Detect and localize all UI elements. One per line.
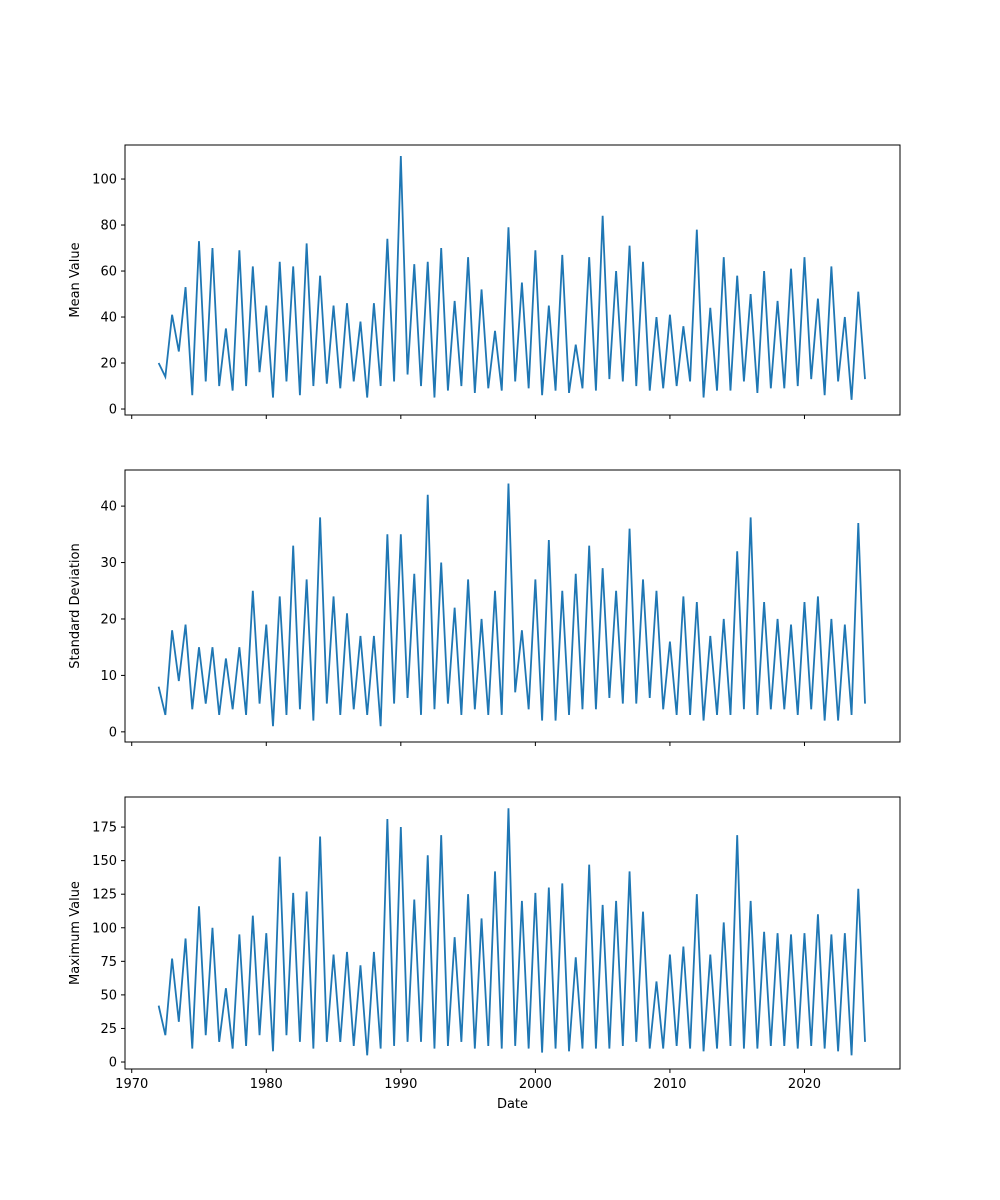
x-tick-label: 1970	[115, 1077, 148, 1092]
y-axis-label: Standard Deviation	[68, 543, 83, 668]
y-axis-label: Mean Value	[68, 242, 83, 317]
y-tick-label: 50	[100, 988, 117, 1003]
axes-frame	[124, 144, 901, 416]
y-tick-label: 25	[100, 1022, 117, 1037]
y-tick-label: 100	[92, 921, 117, 936]
y-tick-label: 0	[109, 1056, 117, 1071]
x-tick-label: 2000	[519, 1077, 552, 1092]
data-line	[157, 156, 866, 400]
x-tick-label: 1980	[250, 1077, 283, 1092]
y-tick-label: 20	[100, 612, 117, 627]
y-tick-label: 0	[109, 725, 117, 740]
data-line	[157, 483, 866, 727]
y-tick-label: 100	[92, 173, 117, 188]
y-tick-label: 10	[100, 669, 117, 684]
y-tick-label: 175	[92, 821, 117, 836]
y-axis-label: Maximum Value	[68, 881, 83, 985]
x-tick-label: 1990	[384, 1077, 417, 1092]
y-tick-label: 80	[100, 219, 117, 234]
y-tick-label: 60	[100, 265, 117, 280]
x-axis-label: Date	[497, 1097, 528, 1112]
y-tick-label: 75	[100, 955, 117, 970]
x-tick-label: 2020	[788, 1077, 821, 1092]
y-tick-label: 0	[109, 403, 117, 418]
axes-frame	[124, 469, 901, 743]
y-tick-label: 20	[100, 357, 117, 372]
axes-frame	[124, 796, 901, 1070]
data-line	[157, 808, 866, 1056]
y-tick-label: 125	[92, 888, 117, 903]
y-tick-label: 30	[100, 556, 117, 571]
y-tick-label: 40	[100, 500, 117, 515]
x-tick-label: 2010	[653, 1077, 686, 1092]
y-tick-label: 40	[100, 311, 117, 326]
y-tick-label: 150	[92, 854, 117, 869]
